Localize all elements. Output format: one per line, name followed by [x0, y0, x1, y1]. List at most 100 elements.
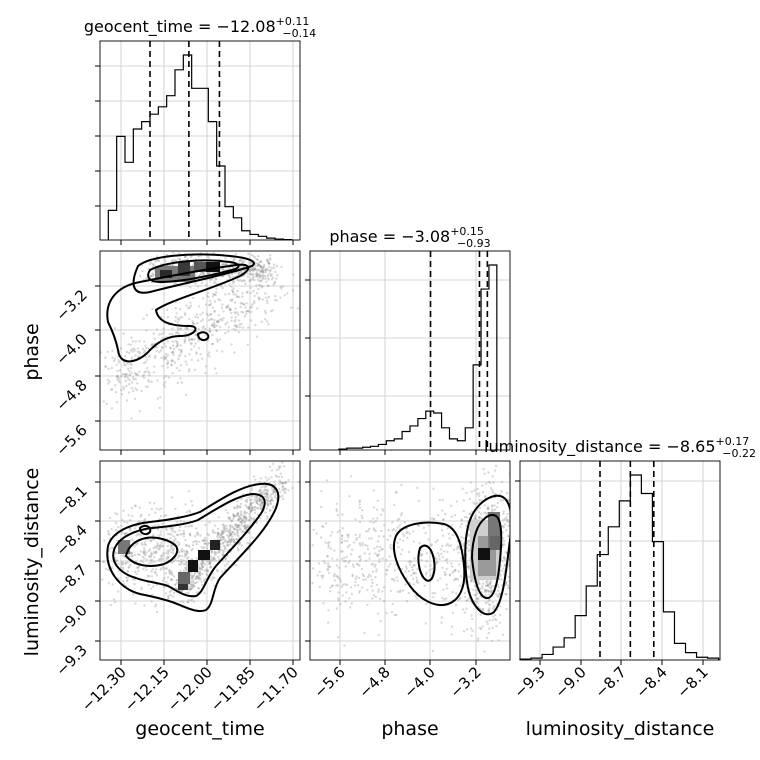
scatter-point-phase-vs-geocent-time — [269, 254, 272, 257]
scatter-point-lumdist-vs-geocent-time — [115, 559, 119, 562]
scatter-point-lumdist-vs-geocent-time — [198, 571, 201, 575]
scatter-point-phase-vs-geocent-time — [178, 369, 181, 372]
scatter-point-phase-vs-geocent-time — [206, 353, 210, 356]
quantile-lines-phase — [429, 251, 489, 450]
scatter-point-phase-vs-geocent-time — [180, 350, 183, 353]
scatter-point-phase-vs-geocent-time — [267, 295, 271, 299]
scatter-point-lumdist-vs-phase — [371, 589, 374, 592]
histogram-luminosity-distance — [519, 474, 720, 660]
xtick-label-luminosity-distance: −8.7 — [591, 663, 629, 701]
scatter-point-lumdist-vs-geocent-time — [216, 538, 219, 541]
scatter-point-phase-vs-geocent-time — [229, 308, 232, 311]
scatter-point-phase-vs-geocent-time — [106, 378, 110, 381]
scatter-point-phase-vs-geocent-time — [238, 259, 241, 263]
scatter-point-lumdist-vs-phase — [412, 583, 415, 586]
scatter-point-lumdist-vs-geocent-time — [229, 532, 233, 536]
scatter-point-lumdist-vs-phase — [373, 547, 376, 550]
ytick-label-luminosity-distance: −9.3 — [52, 641, 90, 679]
scatter-point-phase-vs-geocent-time — [233, 280, 236, 283]
scatter-point-lumdist-vs-geocent-time — [117, 526, 120, 529]
scatter-point-lumdist-vs-geocent-time — [250, 516, 253, 520]
scatter-point-lumdist-vs-phase — [356, 563, 360, 566]
scatter-point-lumdist-vs-geocent-time — [187, 544, 190, 547]
scatter-point-phase-vs-geocent-time — [109, 388, 113, 391]
scatter-point-lumdist-vs-phase — [446, 561, 449, 565]
scatter-point-phase-vs-geocent-time — [208, 327, 211, 330]
scatter-point-lumdist-vs-geocent-time — [154, 550, 158, 553]
scatter-point-phase-vs-geocent-time — [239, 278, 242, 282]
scatter-point-lumdist-vs-phase — [485, 620, 488, 623]
scatter-point-lumdist-vs-phase — [407, 591, 411, 595]
scatter-point-phase-vs-geocent-time — [268, 262, 271, 265]
scatter-point-lumdist-vs-geocent-time — [184, 525, 187, 528]
scatter-point-phase-vs-geocent-time — [188, 317, 191, 321]
scatter-point-lumdist-vs-geocent-time — [158, 544, 162, 548]
scatter-point-lumdist-vs-geocent-time — [232, 526, 235, 529]
scatter-point-lumdist-vs-geocent-time — [179, 600, 182, 603]
scatter-point-lumdist-vs-phase — [504, 593, 507, 596]
scatter-point-lumdist-vs-phase — [489, 591, 493, 594]
scatter-point-lumdist-vs-geocent-time — [262, 492, 265, 496]
scatter-point-phase-vs-geocent-time — [240, 280, 243, 283]
scatter-point-lumdist-vs-phase — [360, 509, 364, 512]
scatter-point-lumdist-vs-phase — [490, 589, 493, 592]
scatter-point-lumdist-vs-phase — [354, 533, 357, 537]
scatter-point-lumdist-vs-phase — [466, 598, 469, 602]
scatter-point-phase-vs-geocent-time — [146, 367, 149, 370]
scatter-point-lumdist-vs-geocent-time — [279, 465, 282, 468]
scatter-point-lumdist-vs-phase — [484, 590, 488, 593]
scatter-point-lumdist-vs-geocent-time — [203, 563, 207, 566]
scatter-point-lumdist-vs-phase — [377, 553, 381, 556]
scatter-point-phase-vs-geocent-time — [165, 308, 169, 311]
scatter-point-lumdist-vs-phase — [488, 619, 491, 622]
scatter-point-lumdist-vs-geocent-time — [149, 553, 153, 556]
scatter-point-lumdist-vs-phase — [343, 644, 346, 647]
scatter-point-lumdist-vs-geocent-time — [190, 500, 193, 503]
scatter-point-phase-vs-geocent-time — [209, 330, 212, 333]
scatter-point-phase-vs-geocent-time — [127, 343, 130, 346]
scatter-point-phase-vs-geocent-time — [226, 305, 229, 309]
scatter-point-lumdist-vs-phase — [455, 577, 458, 581]
scatter-point-lumdist-vs-phase — [353, 584, 357, 587]
scatter-point-lumdist-vs-geocent-time — [170, 547, 173, 550]
scatter-point-phase-vs-geocent-time — [261, 271, 265, 274]
scatter-point-lumdist-vs-geocent-time — [263, 495, 267, 498]
scatter-point-lumdist-vs-geocent-time — [207, 533, 210, 537]
scatter-point-phase-vs-geocent-time — [172, 347, 176, 351]
scatter-point-lumdist-vs-phase — [504, 581, 508, 584]
scatter-point-phase-vs-geocent-time — [166, 360, 170, 363]
scatter-point-phase-vs-geocent-time — [213, 367, 217, 370]
scatter-point-lumdist-vs-geocent-time — [214, 559, 217, 562]
scatter-point-lumdist-vs-phase — [371, 570, 375, 573]
scatter-point-lumdist-vs-geocent-time — [184, 567, 187, 570]
scatter-point-phase-vs-geocent-time — [188, 306, 191, 309]
scatter-point-phase-vs-geocent-time — [261, 285, 264, 288]
scatter-point-phase-vs-geocent-time — [208, 271, 211, 275]
scatter-point-lumdist-vs-geocent-time — [182, 569, 186, 572]
scatter-point-lumdist-vs-geocent-time — [278, 487, 281, 491]
scatter-point-lumdist-vs-geocent-time — [200, 583, 204, 587]
scatter-point-lumdist-vs-phase — [372, 506, 376, 509]
scatter-point-lumdist-vs-geocent-time — [270, 486, 273, 490]
scatter-point-phase-vs-geocent-time — [140, 389, 143, 393]
scatter-point-lumdist-vs-geocent-time — [185, 544, 188, 547]
scatter-point-lumdist-vs-geocent-time — [235, 538, 238, 541]
scatter-point-lumdist-vs-phase — [361, 573, 364, 576]
scatter-point-lumdist-vs-geocent-time — [224, 530, 227, 533]
scatter-point-lumdist-vs-geocent-time — [252, 475, 256, 478]
scatter-point-lumdist-vs-geocent-time — [270, 497, 274, 500]
scatter-point-phase-vs-geocent-time — [213, 300, 217, 303]
scatter-point-phase-vs-geocent-time — [279, 296, 282, 299]
scatter-point-phase-vs-geocent-time — [220, 284, 223, 288]
scatter-point-lumdist-vs-geocent-time — [198, 573, 202, 576]
scatter-point-phase-vs-geocent-time — [228, 247, 230, 249]
scatter-point-lumdist-vs-geocent-time — [203, 591, 206, 595]
scatter-point-lumdist-vs-phase — [386, 538, 389, 541]
scatter-point-phase-vs-geocent-time — [255, 264, 258, 268]
scatter-point-lumdist-vs-geocent-time — [242, 515, 246, 519]
scatter-point-phase-vs-geocent-time — [251, 278, 255, 281]
scatter-point-phase-vs-geocent-time — [263, 318, 267, 321]
scatter-point-lumdist-vs-phase — [500, 578, 503, 581]
scatter-point-lumdist-vs-geocent-time — [163, 514, 166, 517]
scatter-point-lumdist-vs-geocent-time — [158, 557, 162, 560]
